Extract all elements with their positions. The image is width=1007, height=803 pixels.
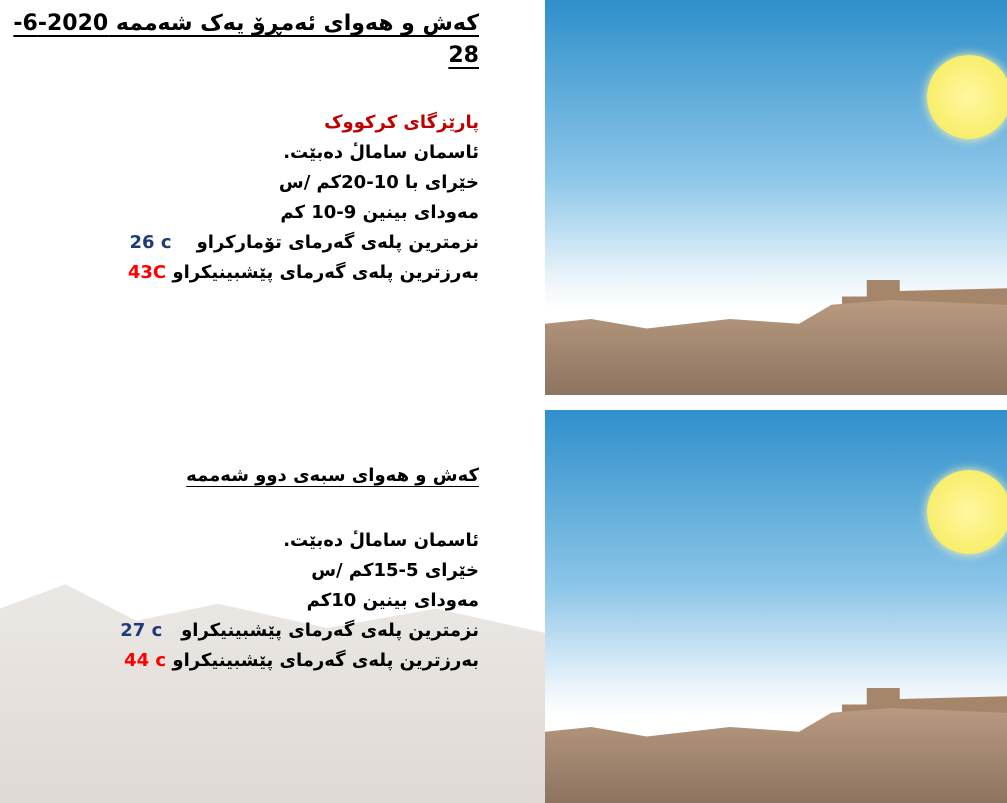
today-forecast: کەش و هەوای ئەمڕۆ یەک شەممە 2020-6-28 پا… xyxy=(9,8,479,288)
min-temp-label: نزمترین پلەی گەرمای پێشبینیکراو xyxy=(181,620,479,641)
today-title: کەش و هەوای ئەمڕۆ یەک شەممە 2020-6-28 xyxy=(13,11,479,68)
hill-image xyxy=(545,708,1007,803)
tomorrow-title: کەش و هەوای سبەی دوو شەممە xyxy=(186,465,479,486)
max-temperature: بەرزترین پلەی گەرمای پێشبینیکراو 44 c xyxy=(9,646,479,676)
wind-speed: خێرای 5-15کم /س xyxy=(311,560,479,581)
max-temp-value: 43C xyxy=(127,262,167,283)
min-temperature: نزمترین پلەی گەرمای پێشبینیکراو 27 c xyxy=(9,616,479,646)
background-citadel-image xyxy=(0,584,545,803)
visibility: مەودای بینین 10کم xyxy=(306,590,479,611)
max-temp-label: بەرزترین پلەی گەرمای پێشبینیکراو xyxy=(172,262,479,283)
min-temp-label: نزمترین پلەی گەرمای تۆمارکراو xyxy=(196,232,479,253)
sky-condition: ئاسمان سامالٔ دەبێت. xyxy=(283,142,479,163)
tomorrow-forecast: کەش و هەوای سبەی دوو شەممە ئاسمان سامالٔ… xyxy=(9,462,479,676)
visibility: مەودای بینین 9-10 کم xyxy=(280,202,479,223)
max-temp-label: بەرزترین پلەی گەرمای پێشبینیکراو xyxy=(172,650,479,671)
region-name: پارێزگای کرکووک xyxy=(324,112,479,133)
wind-speed: خێرای با 10-20کم /س xyxy=(278,172,479,193)
min-temp-value: 26 c xyxy=(129,232,172,253)
hill-image xyxy=(545,300,1007,395)
min-temp-value: 27 c xyxy=(120,620,163,641)
sun-icon xyxy=(927,470,1007,554)
max-temp-value: 44 c xyxy=(124,650,167,671)
max-temperature: بەرزترین پلەی گەرمای پێشبینیکراو 43C xyxy=(9,258,479,288)
sky-citadel-photo xyxy=(545,410,1007,803)
min-temperature: نزمترین پلەی گەرمای تۆمارکراو 26 c xyxy=(9,228,479,258)
sun-icon xyxy=(927,55,1007,139)
sky-condition: ئاسمان سامالٔ دەبێت. xyxy=(283,530,479,551)
sky-citadel-photo xyxy=(545,0,1007,395)
